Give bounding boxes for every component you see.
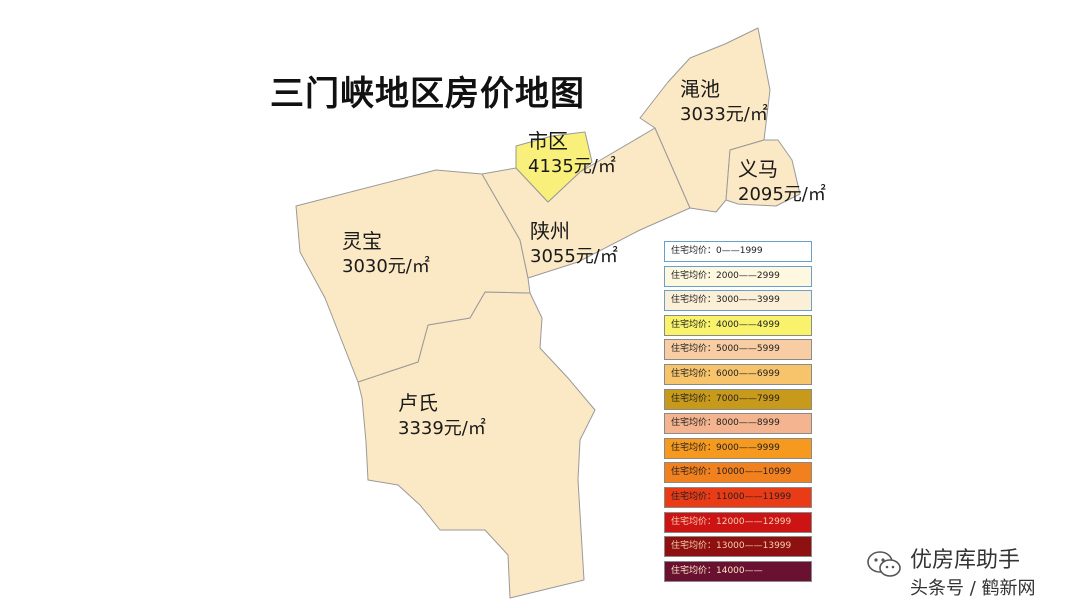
map-title: 三门峡地区房价地图 xyxy=(270,74,585,114)
region-name: 卢氏 xyxy=(398,391,438,415)
region-price: 3339元/㎡ xyxy=(398,418,486,439)
legend-item: 住宅均价：11000——11999 xyxy=(664,486,812,508)
watermark-line2: 头条号 / 鹤新网 xyxy=(910,578,1036,599)
legend-item: 住宅均价：7000——7999 xyxy=(664,388,812,410)
legend-item: 住宅均价：3000——3999 xyxy=(664,290,812,312)
legend-item: 住宅均价：5000——5999 xyxy=(664,339,812,361)
legend-item: 住宅均价：6000——6999 xyxy=(664,363,812,385)
label-shiqu: 市区 4135元/㎡ xyxy=(528,128,616,180)
price-legend: 住宅均价：0——1999 住宅均价：2000——2999 住宅均价：3000——39… xyxy=(664,241,812,585)
region-name: 渑池 xyxy=(680,77,720,101)
region-price: 4135元/㎡ xyxy=(528,156,616,177)
region-price: 2095元/㎡ xyxy=(738,184,826,205)
legend-item: 住宅均价：13000——13999 xyxy=(664,536,812,558)
legend-item: 住宅均价：9000——9999 xyxy=(664,437,812,459)
region-shiqu[interactable] xyxy=(515,131,593,203)
region-yima[interactable] xyxy=(725,139,801,207)
region-price: 3033元/㎡ xyxy=(680,104,768,125)
label-lingbao: 灵宝 3030元/㎡ xyxy=(342,228,430,280)
region-price: 3030元/㎡ xyxy=(342,256,430,277)
legend-item: 住宅均价：0——1999 xyxy=(664,241,812,262)
legend-item: 住宅均价：8000——8999 xyxy=(664,413,812,435)
label-lushi: 卢氏 3339元/㎡ xyxy=(398,390,486,442)
label-shanzhou: 陕州 3055元/㎡ xyxy=(530,218,618,270)
region-name: 市区 xyxy=(528,129,568,153)
legend-item: 住宅均价：4000——4999 xyxy=(664,314,812,336)
legend-item: 住宅均价：12000——12999 xyxy=(664,511,812,533)
chat-bubble-logo-icon xyxy=(867,551,901,577)
region-name: 陕州 xyxy=(530,219,570,243)
watermark-line1: 优房库助手 xyxy=(910,548,1021,573)
legend-item: 住宅均价：2000——2999 xyxy=(664,265,812,287)
legend-item: 住宅均价：14000—— xyxy=(664,560,812,582)
region-name: 义马 xyxy=(738,157,778,181)
label-mianchi: 渑池 3033元/㎡ xyxy=(680,76,768,128)
label-yima: 义马 2095元/㎡ xyxy=(738,156,826,208)
region-name: 灵宝 xyxy=(342,229,382,253)
legend-item: 住宅均价：10000——10999 xyxy=(664,462,812,484)
region-price: 3055元/㎡ xyxy=(530,246,618,267)
